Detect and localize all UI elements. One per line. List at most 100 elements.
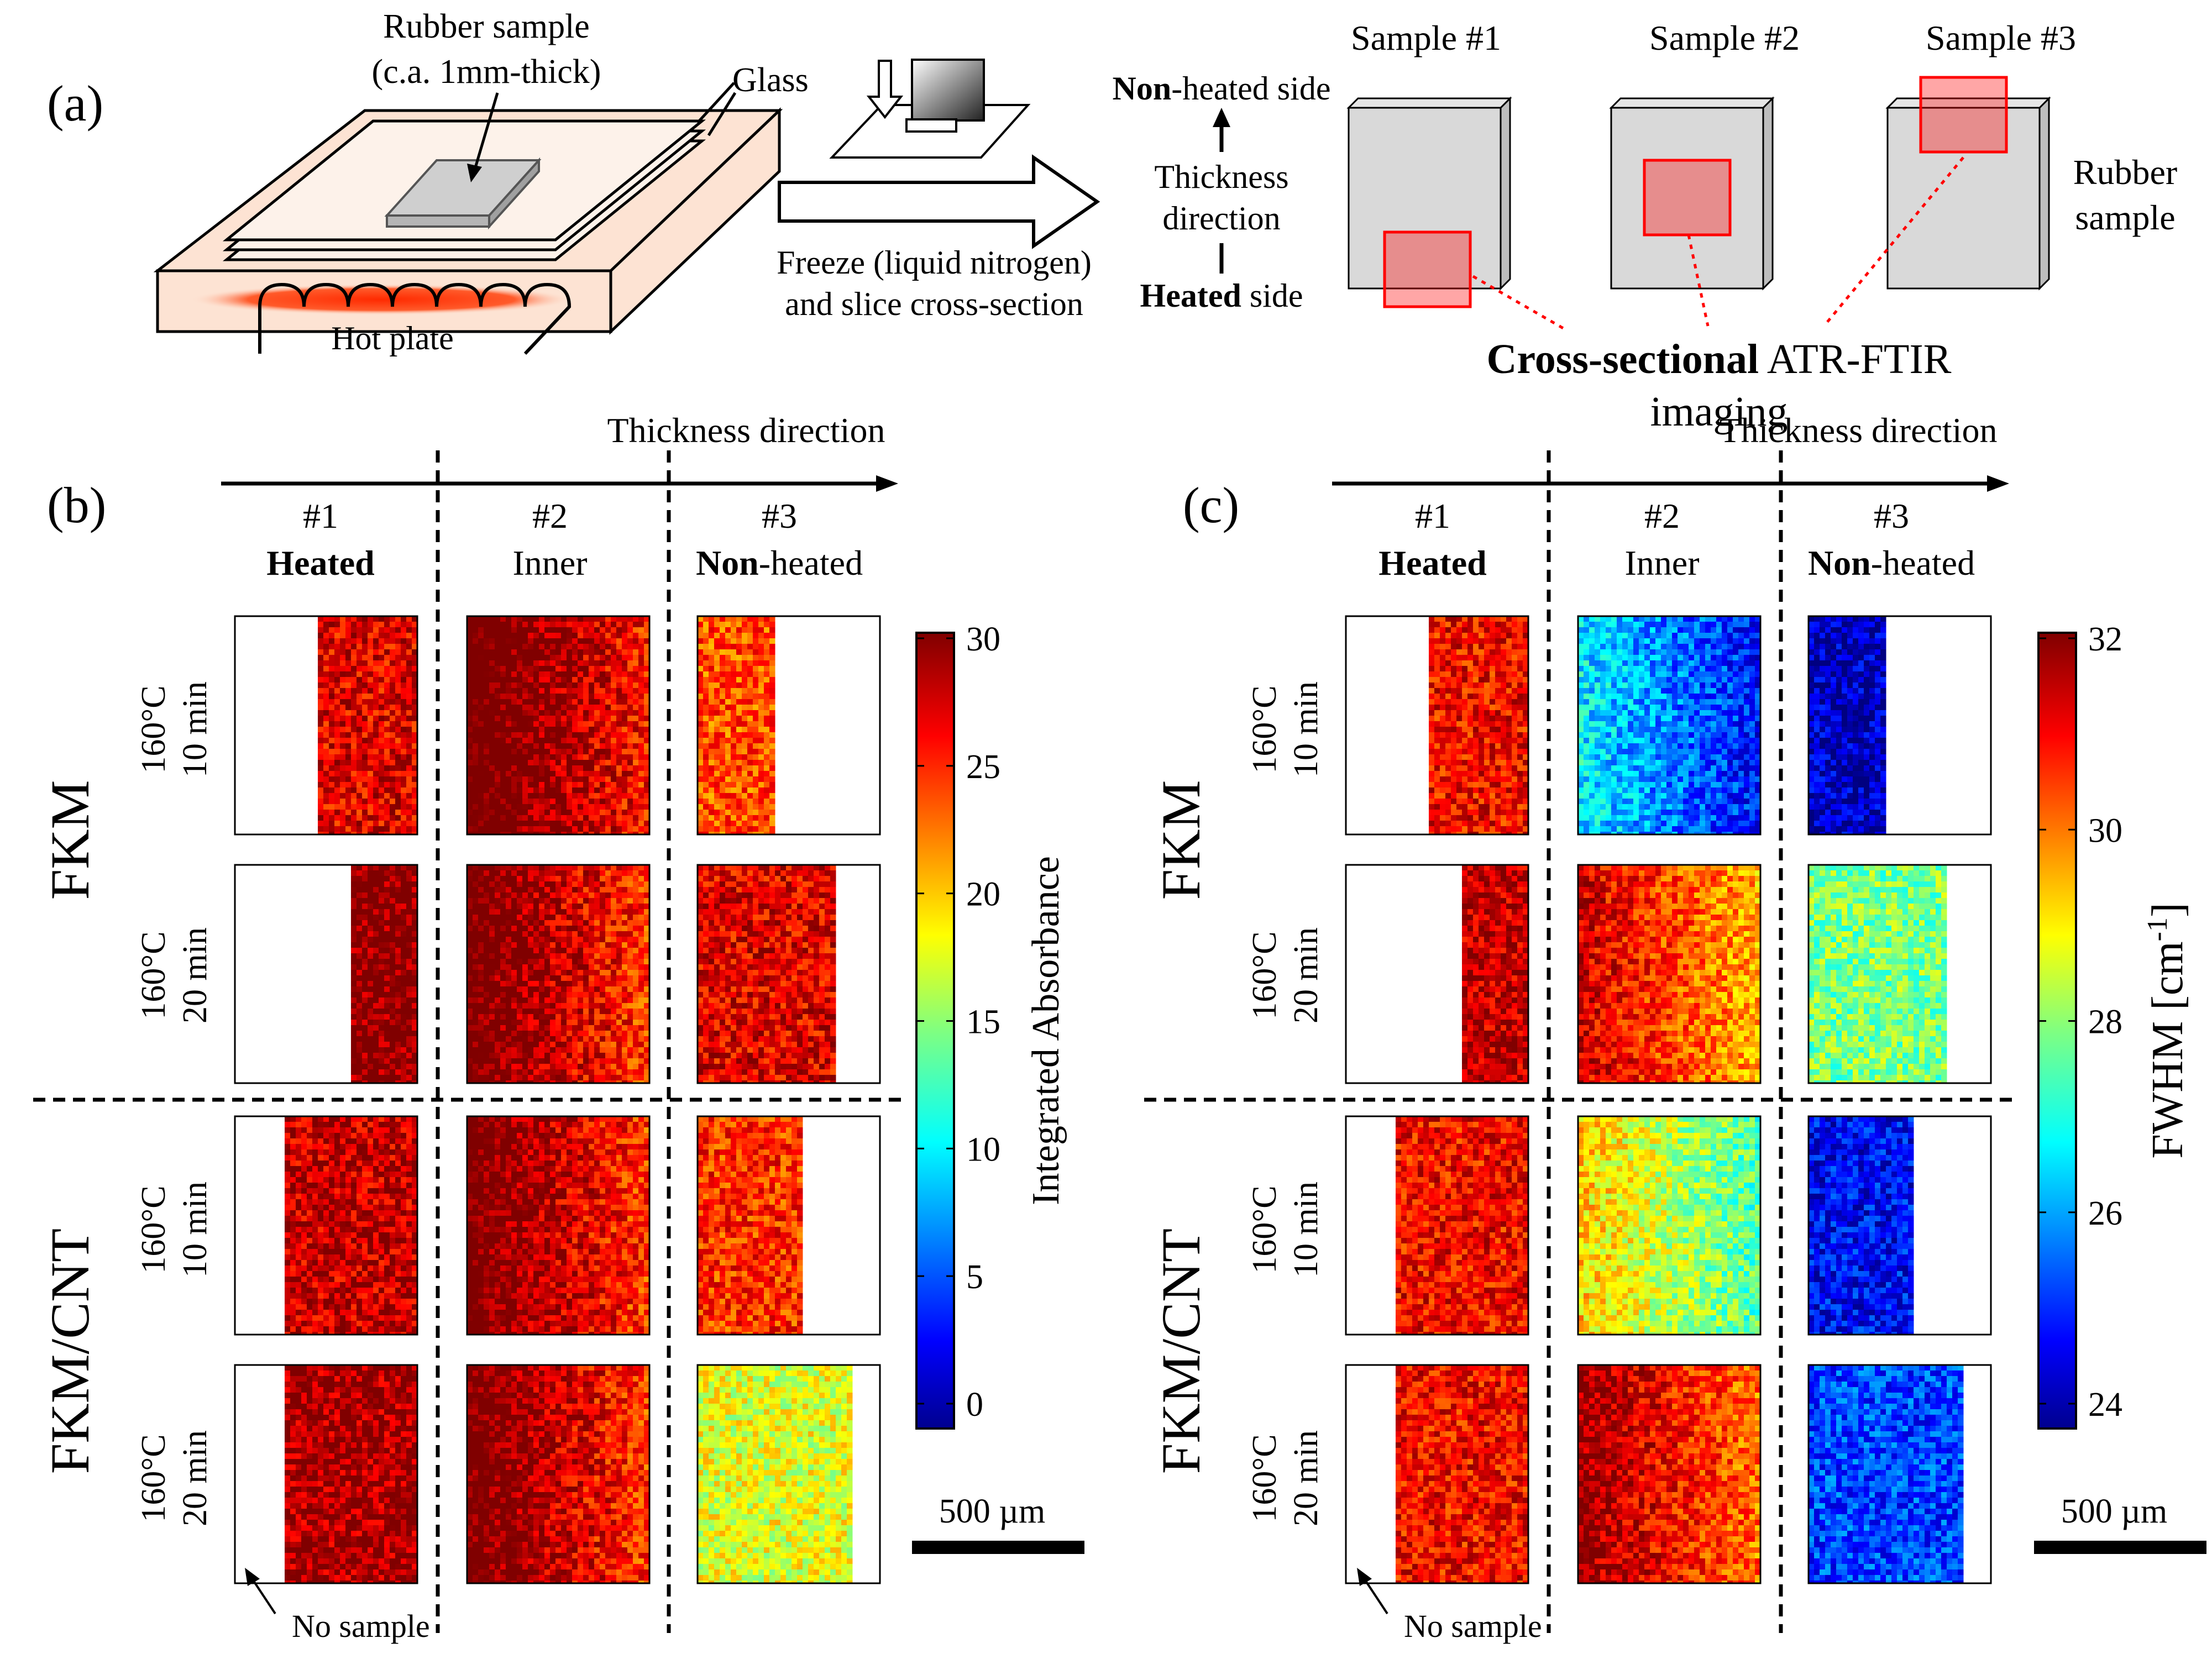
panel-b-map-pixel: [627, 749, 633, 755]
panel-b-map-pixel: [703, 666, 709, 672]
panel-b-map-pixel: [478, 660, 484, 666]
panel-b-map-pixel: [561, 1069, 567, 1075]
panel-b-map-pixel: [395, 865, 401, 871]
panel-b-map-pixel: [758, 782, 764, 788]
panel-b-map-pixel: [517, 975, 523, 981]
panel-b-map-pixel: [742, 710, 748, 716]
panel-b-map-pixel: [473, 964, 479, 970]
panel-b-map-pixel: [736, 649, 742, 655]
panel-b-map-pixel: [698, 721, 704, 727]
panel-b-map-pixel: [522, 727, 528, 733]
panel-b-map-pixel: [500, 699, 506, 705]
panel-b-map-pixel: [406, 948, 412, 954]
panel-b-map-pixel: [731, 1020, 737, 1026]
panel-b-map-pixel: [589, 1064, 595, 1070]
panel-b-map-pixel: [368, 705, 374, 711]
panel-b-map-pixel: [318, 799, 324, 805]
panel-b-map-pixel: [517, 776, 523, 783]
panel-b-map-pixel: [698, 771, 704, 777]
panel-b-map-pixel: [616, 904, 622, 910]
panel-b-map-pixel: [506, 699, 512, 705]
panel-b-map-pixel: [517, 760, 523, 766]
panel-b-map-pixel: [368, 1009, 374, 1015]
panel-b-map-pixel: [567, 754, 573, 760]
panel-b-map-pixel: [583, 699, 589, 705]
panel-b-map-pixel: [758, 1053, 764, 1059]
panel-b-map-pixel: [622, 787, 628, 794]
panel-b-map-pixel: [473, 710, 479, 716]
panel-b-map-pixel: [725, 738, 731, 744]
panel-b-map-pixel: [406, 915, 412, 921]
panel-b-map-pixel: [753, 688, 759, 694]
panel-b-map-pixel: [362, 633, 368, 639]
rubber-sample-label: Rubber sample: [383, 8, 590, 45]
panel-b-map-pixel: [578, 671, 584, 678]
cross-sectional-label: Cross-sectional ATR-FTIR: [1487, 336, 1952, 382]
panel-b-map-pixel: [753, 942, 759, 948]
panel-b-map-pixel: [698, 937, 704, 943]
panel-b-map-pixel: [605, 997, 611, 1004]
panel-b-map-pixel: [753, 892, 759, 899]
panel-b-map-pixel: [401, 793, 407, 799]
panel-b-map-pixel: [747, 1036, 753, 1042]
panel-b-map-pixel: [764, 881, 770, 888]
panel-b-map-pixel: [484, 677, 490, 683]
panel-b-map-pixel: [351, 682, 357, 689]
panel-b-map-pixel: [395, 959, 401, 965]
panel-b-map-pixel: [357, 926, 363, 932]
panel-b-map-pixel: [373, 1009, 379, 1015]
panel-b-map-pixel: [544, 865, 551, 871]
panel-b-map-pixel: [390, 1058, 396, 1064]
panel-b-map-pixel: [731, 716, 737, 722]
panel-b-map-pixel: [758, 948, 764, 954]
panel-b-map-pixel: [703, 633, 709, 639]
panel-b-map-pixel: [467, 677, 473, 683]
panel-b-map-pixel: [544, 754, 551, 760]
panel-b-map-pixel: [406, 616, 412, 622]
panel-b-map-pixel: [583, 937, 589, 943]
panel-b-map-pixel: [517, 953, 523, 959]
panel-b-map-pixel: [318, 705, 324, 711]
panel-b-map-pixel: [605, 981, 611, 987]
panel-b-map-pixel: [357, 738, 363, 744]
panel-b-map-pixel: [758, 997, 764, 1004]
panel-b-map-pixel: [703, 810, 709, 816]
panel-b-map-pixel: [731, 904, 737, 910]
panel-b-map-pixel: [528, 959, 534, 965]
panel-b-map-pixel: [384, 970, 390, 976]
panel-b-map-pixel: [703, 876, 709, 882]
panel-b-map-pixel: [731, 898, 737, 904]
panel-b-map-pixel: [506, 732, 512, 738]
panel-b-map-pixel: [611, 627, 617, 633]
panel-b-map-pixel: [605, 964, 611, 970]
panel-b-map-pixel: [511, 915, 517, 921]
panel-b-map-pixel: [758, 688, 764, 694]
panel-b-map-pixel: [368, 787, 374, 794]
panel-b-map-pixel: [528, 975, 534, 981]
panel-b-map-pixel: [329, 765, 335, 771]
panel-b-map-pixel: [517, 782, 523, 788]
panel-b-map-pixel: [379, 887, 385, 893]
panel-b-map-pixel: [731, 1053, 737, 1059]
panel-b-map-pixel: [714, 986, 720, 993]
panel-b-map-pixel: [539, 627, 545, 633]
panel-b-map-pixel: [600, 953, 606, 959]
panel-b-map-pixel: [379, 975, 385, 981]
panel-b-map-pixel: [401, 765, 407, 771]
panel-b-map-pixel: [323, 776, 329, 783]
panel-b-map-pixel: [616, 1009, 622, 1015]
panel-b-map-pixel: [600, 710, 606, 716]
panel-b-map-pixel: [753, 1047, 759, 1053]
panel-b-map-pixel: [522, 1069, 528, 1075]
panel-b-map-pixel: [578, 787, 584, 794]
panel-b-map-pixel: [467, 1058, 473, 1064]
panel-b-map-pixel: [747, 644, 753, 650]
panel-b-map-pixel: [379, 699, 385, 705]
panel-b-map-pixel: [379, 682, 385, 689]
panel-b-map-pixel: [758, 633, 764, 639]
panel-b-map-pixel: [533, 699, 539, 705]
panel-b-map-pixel: [725, 1031, 731, 1037]
panel-b-map-pixel: [583, 1036, 589, 1042]
panel-b-map-pixel: [533, 1003, 539, 1009]
panel-b-map-pixel: [616, 655, 622, 661]
